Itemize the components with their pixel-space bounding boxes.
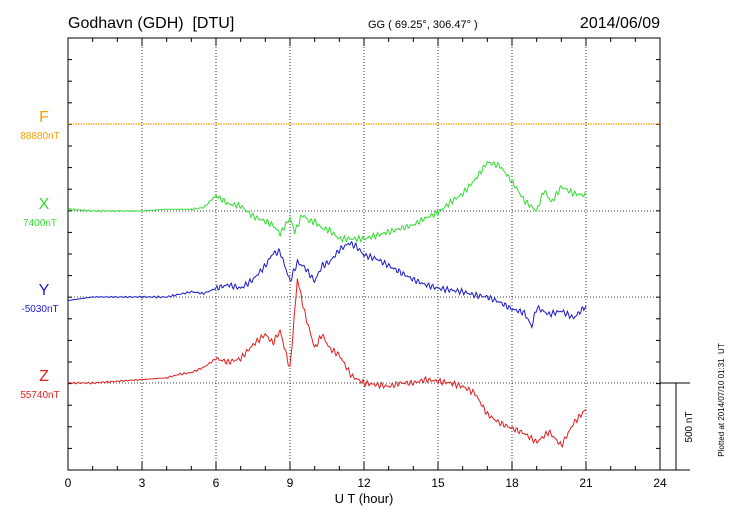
- scale-bar: 500 nT: [660, 382, 695, 471]
- series-name-x: X: [39, 196, 50, 213]
- x-tick-label: 12: [357, 476, 371, 490]
- axis-ticks: [67, 38, 661, 470]
- x-tick-labels: 0 3 6 9 12 15 18 21 24: [65, 476, 667, 490]
- series-name-y: Y: [39, 282, 50, 299]
- series-line-y: [67, 240, 587, 330]
- series-line-z: [67, 278, 587, 449]
- x-tick-label: 15: [431, 476, 445, 490]
- series-baseline-y: -5030nT: [21, 304, 58, 315]
- x-tick-label: 0: [65, 476, 72, 490]
- plot-date: 2014/06/09: [580, 15, 660, 32]
- x-tick-label: 18: [505, 476, 519, 490]
- x-tick-label: 9: [287, 476, 294, 490]
- scale-bar-label: 500 nT: [684, 411, 695, 442]
- station-title: Godhavn (GDH) [DTU]: [68, 15, 234, 32]
- series-lines: [67, 123, 660, 449]
- series-baseline-x: 7400nT: [23, 218, 57, 229]
- series-name-f: F: [39, 109, 49, 126]
- x-tick-label: 6: [213, 476, 220, 490]
- x-tick-label: 21: [579, 476, 593, 490]
- series-baseline-z: 55740nT: [20, 390, 59, 401]
- series-labels: F 88880nT X 7400nT Y -5030nT Z 55740nT: [20, 109, 59, 401]
- x-tick-label: 3: [139, 476, 146, 490]
- plotted-at-note: Plotted at 2014/07/10 01:31 UT: [717, 343, 726, 457]
- x-axis-label: U T (hour): [335, 491, 394, 506]
- grid-lines: [141, 38, 587, 470]
- x-tick-label: 24: [653, 476, 667, 490]
- station-coords: GG ( 69.25°, 306.47° ): [368, 19, 478, 31]
- series-line-x: [67, 160, 587, 244]
- series-baseline-f: 88880nT: [20, 131, 59, 142]
- series-name-z: Z: [39, 368, 49, 385]
